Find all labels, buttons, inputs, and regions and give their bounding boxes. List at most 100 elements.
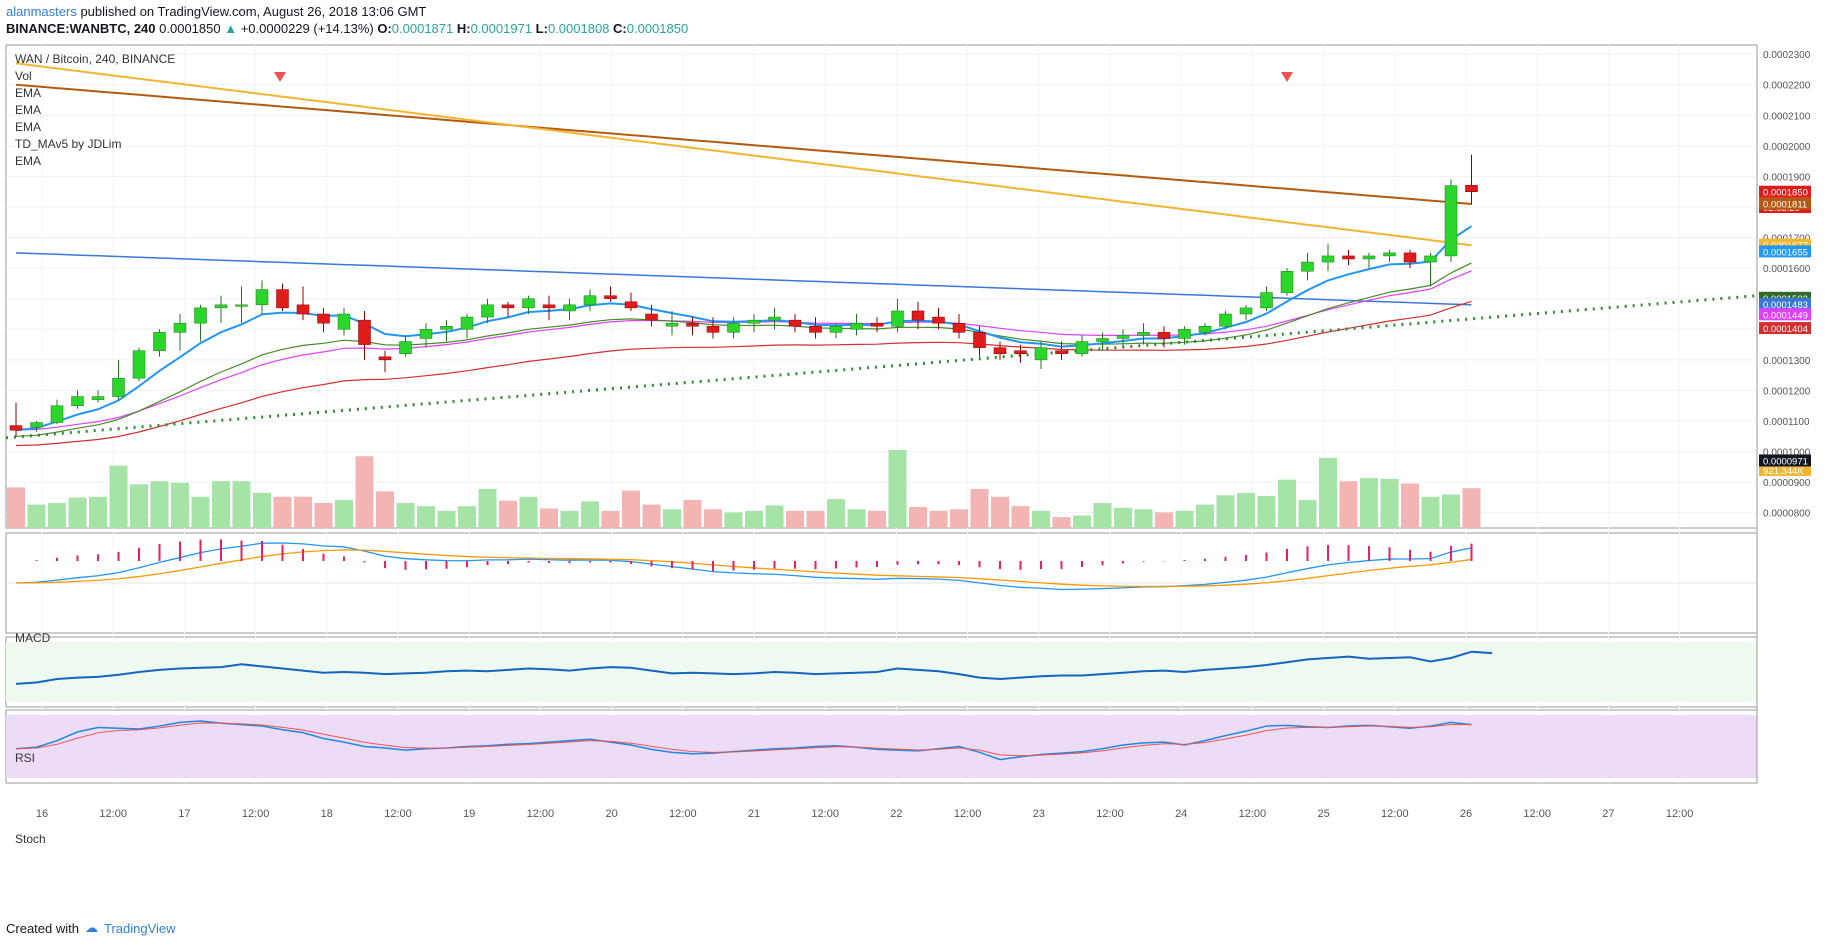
volume-bar bbox=[355, 456, 374, 528]
volume-bar bbox=[1196, 504, 1214, 528]
candle bbox=[1424, 255, 1437, 263]
candle bbox=[173, 322, 187, 333]
candle bbox=[1403, 252, 1417, 263]
open-value: 0.0001871 bbox=[391, 21, 454, 36]
volume-bar bbox=[273, 496, 292, 528]
header-ohlc-line: BINANCE:WANBTC, 240 0.0001850 ▲ +0.00002… bbox=[6, 21, 688, 36]
volume-bar bbox=[1442, 494, 1460, 528]
volume-bar bbox=[109, 465, 128, 528]
volume-bar bbox=[48, 503, 66, 528]
chart-canvas[interactable]: 0.0002300 0.0002200 0.0002100 0.0002000 0.00… bbox=[0, 40, 1828, 920]
volume-bar bbox=[1421, 496, 1440, 528]
volume-bar bbox=[1360, 478, 1378, 528]
candle bbox=[91, 396, 105, 400]
symbol-label: BINANCE:WANBTC, 240 bbox=[6, 21, 156, 36]
candle bbox=[542, 304, 556, 309]
x-tick-label: 18 bbox=[321, 808, 333, 820]
candle bbox=[911, 310, 925, 321]
rsi-line bbox=[15, 650, 1493, 685]
candle bbox=[1116, 335, 1130, 339]
x-tick-label: 12:00 bbox=[99, 808, 127, 820]
volume-bar bbox=[1401, 483, 1419, 528]
volume-bar bbox=[1339, 481, 1358, 528]
volume-bar bbox=[1237, 492, 1255, 528]
candle bbox=[809, 325, 822, 333]
published-text: published on TradingView.com, August 26,… bbox=[80, 4, 427, 19]
x-tick-label: 12:00 bbox=[669, 808, 697, 820]
volume-bar bbox=[1073, 515, 1091, 528]
author-link[interactable]: alanmasters bbox=[6, 4, 77, 19]
candle bbox=[1157, 332, 1171, 339]
candle bbox=[604, 295, 617, 299]
candle bbox=[891, 310, 904, 327]
price-tag-label: 0.0001811 bbox=[1763, 200, 1807, 211]
x-tick-label: 12:00 bbox=[811, 808, 839, 820]
candle bbox=[1034, 347, 1048, 361]
ema-brown-line bbox=[15, 83, 1472, 205]
sell-marker-icon bbox=[1281, 72, 1293, 82]
candle bbox=[1096, 338, 1109, 342]
volume-bar bbox=[724, 512, 743, 528]
price-tag bbox=[1759, 463, 1811, 476]
y-tick-label: 0.0002300 bbox=[1763, 50, 1811, 61]
y-tick-label: 0.0002000 bbox=[1763, 142, 1811, 153]
x-tick-label: 12:00 bbox=[527, 808, 555, 820]
volume-bar bbox=[27, 504, 46, 528]
volume-bar bbox=[991, 496, 1009, 528]
candle bbox=[706, 325, 720, 333]
macd-line bbox=[15, 542, 1472, 591]
candle bbox=[1055, 350, 1068, 355]
volume-bar bbox=[642, 504, 661, 528]
volume-bar bbox=[847, 509, 866, 528]
volume-bar bbox=[417, 506, 435, 528]
x-tick-label: 12:00 bbox=[1381, 808, 1409, 820]
tradingview-cloud-icon: ☁ bbox=[84, 920, 98, 935]
price-tag-label: 0.0001655 bbox=[1763, 247, 1808, 258]
x-tick-label: 17 bbox=[178, 808, 190, 820]
volume-bar bbox=[581, 501, 599, 528]
volume-bar bbox=[1278, 479, 1296, 528]
candle bbox=[932, 316, 945, 324]
high-label: H: bbox=[456, 21, 471, 36]
candle bbox=[296, 304, 310, 315]
volume-bar bbox=[1093, 503, 1112, 528]
candle bbox=[112, 377, 125, 397]
y-tick-label: 0.0001600 bbox=[1763, 264, 1811, 275]
volume-bar bbox=[601, 510, 620, 528]
x-tick-label: 20 bbox=[605, 808, 617, 820]
price-tag bbox=[1759, 197, 1811, 210]
x-tick-label: 19 bbox=[463, 808, 475, 820]
candle bbox=[645, 313, 658, 321]
x-tick-label: 16 bbox=[36, 808, 48, 820]
candle bbox=[214, 304, 228, 309]
volume-bar bbox=[1032, 510, 1050, 528]
volume-bar bbox=[909, 506, 927, 528]
candle bbox=[788, 319, 802, 327]
volume-bar bbox=[68, 497, 87, 528]
candle bbox=[829, 325, 843, 333]
trendline bbox=[5, 294, 1758, 440]
volume-bar bbox=[1319, 457, 1337, 528]
y-tick-label: 0.0001300 bbox=[1763, 356, 1811, 367]
candle bbox=[358, 319, 371, 345]
volume-bar bbox=[1462, 488, 1481, 528]
candle bbox=[1280, 270, 1294, 293]
close-label: C: bbox=[613, 21, 627, 36]
pane-frame bbox=[5, 44, 1758, 529]
volume-bar bbox=[294, 496, 312, 528]
candle bbox=[501, 304, 515, 309]
candle bbox=[747, 319, 761, 324]
volume-bar bbox=[970, 489, 989, 528]
volume-bar bbox=[437, 510, 456, 528]
candle bbox=[563, 304, 576, 312]
last-price: 0.0001850 bbox=[159, 21, 221, 36]
candle bbox=[1465, 185, 1478, 192]
volume-bar bbox=[765, 505, 784, 528]
volume-bar bbox=[950, 509, 968, 528]
x-tick-label: 12:00 bbox=[1239, 808, 1267, 820]
candle bbox=[1239, 307, 1253, 315]
candle bbox=[440, 325, 453, 330]
tradingview-link[interactable]: TradingView bbox=[103, 920, 176, 936]
legend-td-mav5: TD_MAv5 by JDLim bbox=[15, 137, 122, 151]
pane-label-stoch: Stoch bbox=[15, 832, 46, 846]
